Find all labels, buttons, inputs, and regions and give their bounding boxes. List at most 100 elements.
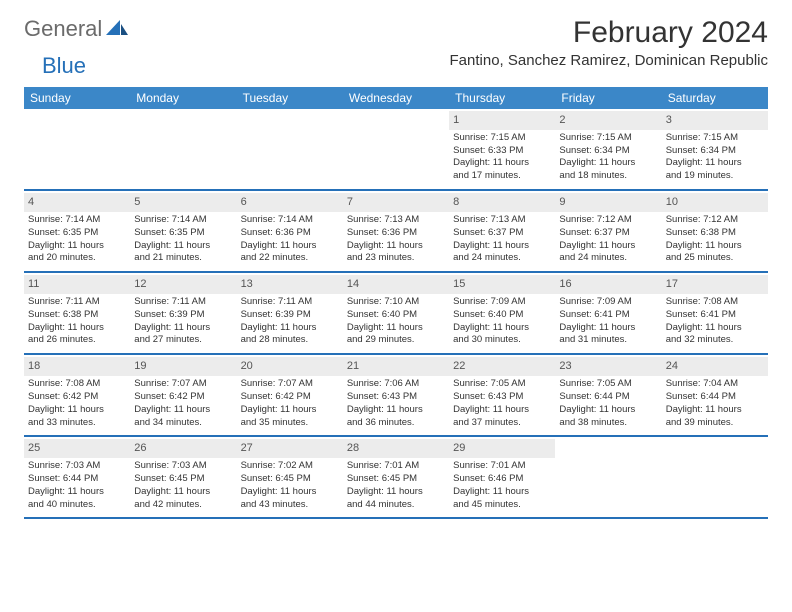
- daylight-text: and 25 minutes.: [666, 252, 764, 265]
- week-row: 18Sunrise: 7:08 AMSunset: 6:42 PMDayligh…: [24, 355, 768, 437]
- daylight-text: and 30 minutes.: [453, 334, 551, 347]
- sunset-text: Sunset: 6:41 PM: [559, 309, 657, 322]
- sunset-text: Sunset: 6:38 PM: [666, 227, 764, 240]
- sunset-text: Sunset: 6:42 PM: [241, 391, 339, 404]
- sunrise-text: Sunrise: 7:08 AM: [666, 296, 764, 309]
- daylight-text: Daylight: 11 hours: [241, 240, 339, 253]
- sunset-text: Sunset: 6:40 PM: [347, 309, 445, 322]
- day-cell: 27Sunrise: 7:02 AMSunset: 6:45 PMDayligh…: [237, 437, 343, 517]
- dayhead-saturday: Saturday: [662, 87, 768, 109]
- sunrise-text: Sunrise: 7:05 AM: [559, 378, 657, 391]
- day-number: 19: [130, 357, 236, 376]
- daylight-text: and 23 minutes.: [347, 252, 445, 265]
- daylight-text: Daylight: 11 hours: [666, 157, 764, 170]
- brand-sail-icon: [106, 20, 128, 38]
- daylight-text: Daylight: 11 hours: [347, 404, 445, 417]
- sunrise-text: Sunrise: 7:11 AM: [241, 296, 339, 309]
- daylight-text: and 24 minutes.: [453, 252, 551, 265]
- daylight-text: Daylight: 11 hours: [453, 240, 551, 253]
- daylight-text: and 19 minutes.: [666, 170, 764, 183]
- sunrise-text: Sunrise: 7:10 AM: [347, 296, 445, 309]
- day-number: 29: [449, 439, 555, 458]
- daylight-text: Daylight: 11 hours: [28, 240, 126, 253]
- dayhead-sunday: Sunday: [24, 87, 130, 109]
- sunrise-text: Sunrise: 7:01 AM: [347, 460, 445, 473]
- sunset-text: Sunset: 6:36 PM: [241, 227, 339, 240]
- sunset-text: Sunset: 6:37 PM: [453, 227, 551, 240]
- day-cell: 12 Sunrise: 7:11 AMSunset: 6:39 PMDayligh…: [130, 273, 236, 353]
- daylight-text: and 39 minutes.: [666, 417, 764, 430]
- month-title: February 2024: [450, 16, 768, 50]
- sunset-text: Sunset: 6:34 PM: [666, 145, 764, 158]
- location-text: Fantino, Sanchez Ramirez, Dominican Repu…: [450, 52, 768, 69]
- week-row: 4Sunrise: 7:14 AMSunset: 6:35 PMDaylight…: [24, 191, 768, 273]
- daylight-text: Daylight: 11 hours: [134, 486, 232, 499]
- day-number: 3: [662, 111, 768, 130]
- dayhead-thursday: Thursday: [449, 87, 555, 109]
- daylight-text: Daylight: 11 hours: [453, 404, 551, 417]
- daylight-text: Daylight: 11 hours: [453, 322, 551, 335]
- sunset-text: Sunset: 6:44 PM: [666, 391, 764, 404]
- empty-cell: [24, 109, 130, 189]
- day-number: 28: [343, 439, 449, 458]
- daylight-text: Daylight: 11 hours: [28, 486, 126, 499]
- sunset-text: Sunset: 6:36 PM: [347, 227, 445, 240]
- day-cell: 28 Sunrise: 7:01 AMSunset: 6:45 PMDayligh…: [343, 437, 449, 517]
- day-number: 24: [662, 357, 768, 376]
- dayhead-friday: Friday: [555, 87, 661, 109]
- sunset-text: Sunset: 6:43 PM: [347, 391, 445, 404]
- day-cell: 20Sunrise: 7:07 AMSunset: 6:42 PMDayligh…: [237, 355, 343, 435]
- day-number: 4: [24, 193, 130, 212]
- daylight-text: Daylight: 11 hours: [28, 322, 126, 335]
- day-number: 5: [130, 193, 236, 212]
- sunrise-text: Sunrise: 7:14 AM: [134, 214, 232, 227]
- daylight-text: and 34 minutes.: [134, 417, 232, 430]
- daylight-text: Daylight: 11 hours: [134, 322, 232, 335]
- sunset-text: Sunset: 6:39 PM: [134, 309, 232, 322]
- day-cell: 25Sunrise: 7:03 AMSunset: 6:44 PMDayligh…: [24, 437, 130, 517]
- day-number: 11: [24, 275, 130, 294]
- day-number: 18: [24, 357, 130, 376]
- sunset-text: Sunset: 6:39 PM: [241, 309, 339, 322]
- sunrise-text: Sunrise: 7:14 AM: [28, 214, 126, 227]
- sunrise-text: Sunrise: 7:15 AM: [453, 132, 551, 145]
- daylight-text: and 28 minutes.: [241, 334, 339, 347]
- empty-cell: [555, 437, 661, 517]
- empty-cell: [130, 109, 236, 189]
- day-number: 17: [662, 275, 768, 294]
- sunrise-text: Sunrise: 7:07 AM: [134, 378, 232, 391]
- sunrise-text: Sunrise: 7:09 AM: [559, 296, 657, 309]
- sunrise-text: Sunrise: 7:12 AM: [666, 214, 764, 227]
- sunset-text: Sunset: 6:44 PM: [559, 391, 657, 404]
- sunrise-text: Sunrise: 7:11 AM: [134, 296, 232, 309]
- daylight-text: Daylight: 11 hours: [347, 486, 445, 499]
- daylight-text: Daylight: 11 hours: [559, 322, 657, 335]
- sunset-text: Sunset: 6:43 PM: [453, 391, 551, 404]
- daylight-text: and 38 minutes.: [559, 417, 657, 430]
- week-row: 1Sunrise: 7:15 AMSunset: 6:33 PMDaylight…: [24, 109, 768, 191]
- day-number: 23: [555, 357, 661, 376]
- sunrise-text: Sunrise: 7:15 AM: [666, 132, 764, 145]
- sunrise-text: Sunrise: 7:14 AM: [241, 214, 339, 227]
- day-number: 12: [130, 275, 236, 294]
- sunrise-text: Sunrise: 7:13 AM: [453, 214, 551, 227]
- day-number: 7: [343, 193, 449, 212]
- day-number: 9: [555, 193, 661, 212]
- daylight-text: Daylight: 11 hours: [28, 404, 126, 417]
- day-cell: 10Sunrise: 7:12 AMSunset: 6:38 PMDayligh…: [662, 191, 768, 271]
- daylight-text: and 43 minutes.: [241, 499, 339, 512]
- daylight-text: Daylight: 11 hours: [666, 404, 764, 417]
- day-number: 20: [237, 357, 343, 376]
- sunrise-text: Sunrise: 7:03 AM: [134, 460, 232, 473]
- daylight-text: and 27 minutes.: [134, 334, 232, 347]
- sunrise-text: Sunrise: 7:07 AM: [241, 378, 339, 391]
- sunrise-text: Sunrise: 7:13 AM: [347, 214, 445, 227]
- week-row: 25Sunrise: 7:03 AMSunset: 6:44 PMDayligh…: [24, 437, 768, 519]
- sunrise-text: Sunrise: 7:12 AM: [559, 214, 657, 227]
- sunrise-text: Sunrise: 7:11 AM: [28, 296, 126, 309]
- sunset-text: Sunset: 6:45 PM: [347, 473, 445, 486]
- daylight-text: Daylight: 11 hours: [241, 322, 339, 335]
- daylight-text: and 32 minutes.: [666, 334, 764, 347]
- daylight-text: and 26 minutes.: [28, 334, 126, 347]
- sunset-text: Sunset: 6:41 PM: [666, 309, 764, 322]
